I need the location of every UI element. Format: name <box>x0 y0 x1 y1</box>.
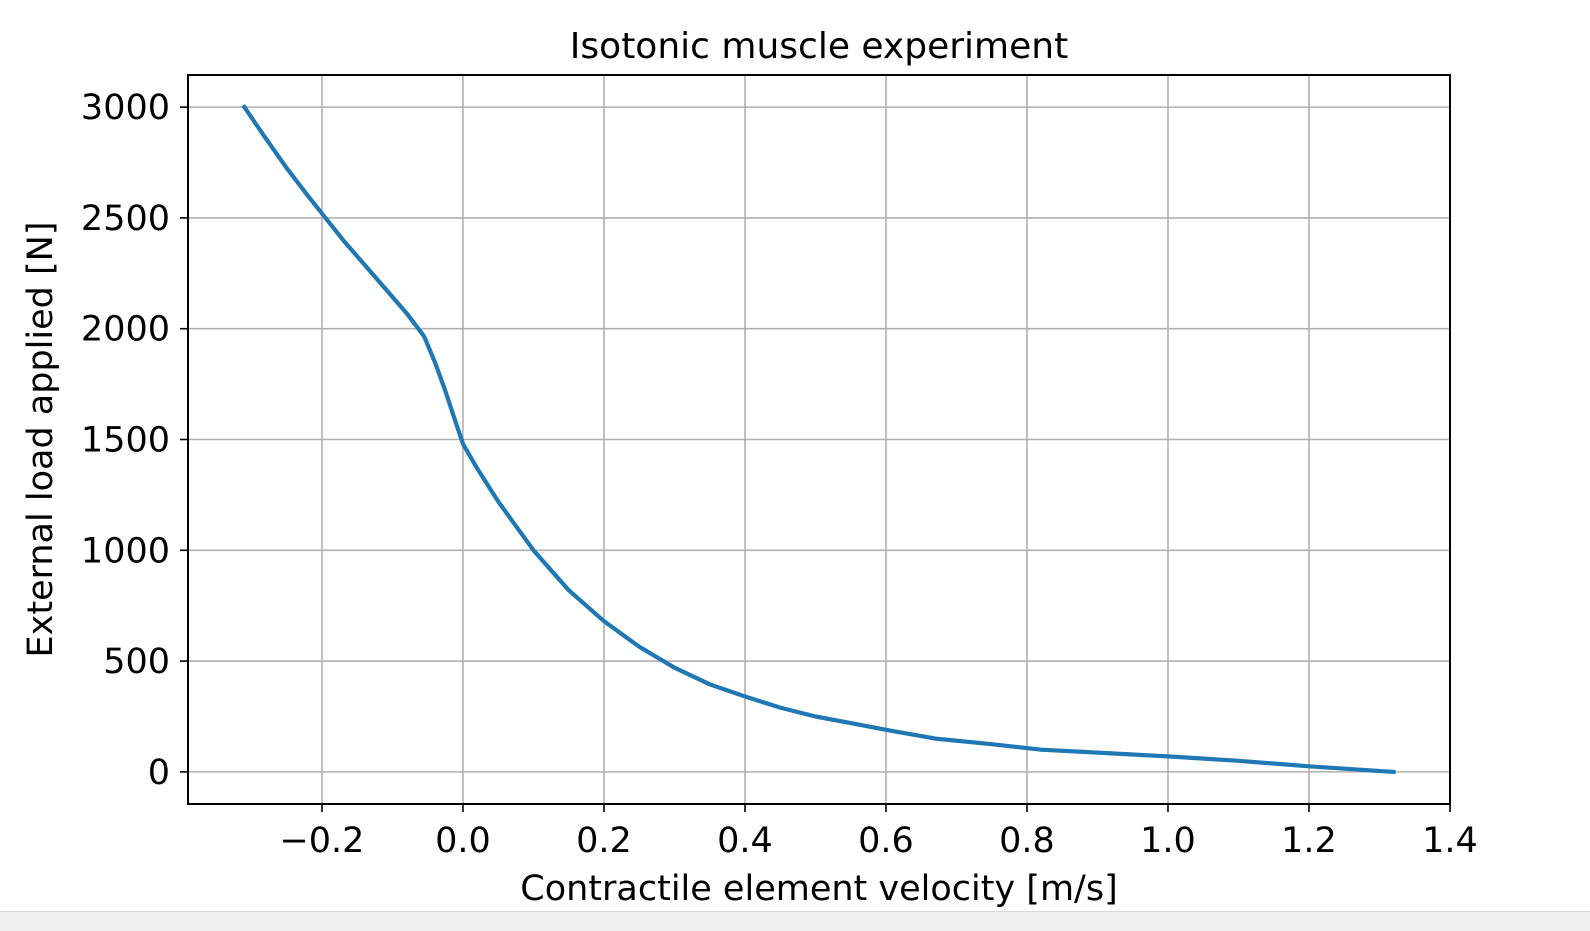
x-tick-label: −0.2 <box>279 821 364 861</box>
chart-title: Isotonic muscle experiment <box>570 26 1068 67</box>
x-tick-label: 0.4 <box>717 821 773 861</box>
y-tick-label: 2000 <box>81 310 170 350</box>
x-axis-ticks: −0.2 0.0 0.2 0.4 0.6 0.8 1.0 1.2 1.4 <box>279 804 1478 861</box>
x-tick-label: 0.2 <box>576 821 632 861</box>
series-line <box>241 104 1396 775</box>
y-axis-ticks: 0 500 1000 1500 2000 2500 3000 <box>81 88 188 793</box>
x-tick-label: 1.4 <box>1422 821 1478 861</box>
grid-lines <box>188 75 1451 804</box>
y-tick-label: 500 <box>103 642 170 682</box>
y-tick-label: 1500 <box>81 421 170 461</box>
x-axis-label: Contractile element velocity [m/s] <box>520 869 1117 909</box>
x-tick-label: 1.2 <box>1281 821 1337 861</box>
y-axis-label: External load applied [N] <box>21 222 61 658</box>
y-tick-label: 0 <box>148 753 170 793</box>
x-tick-label: 0.8 <box>999 821 1055 861</box>
y-tick-label: 2500 <box>81 199 170 239</box>
series-layer <box>241 104 1396 775</box>
y-tick-label: 1000 <box>81 531 170 571</box>
x-tick-label: 1.0 <box>1140 821 1196 861</box>
y-tick-label: 3000 <box>81 88 170 128</box>
x-tick-label: 0.0 <box>435 821 491 861</box>
window-bottom-edge <box>0 911 1590 931</box>
x-tick-label: 0.6 <box>858 821 914 861</box>
